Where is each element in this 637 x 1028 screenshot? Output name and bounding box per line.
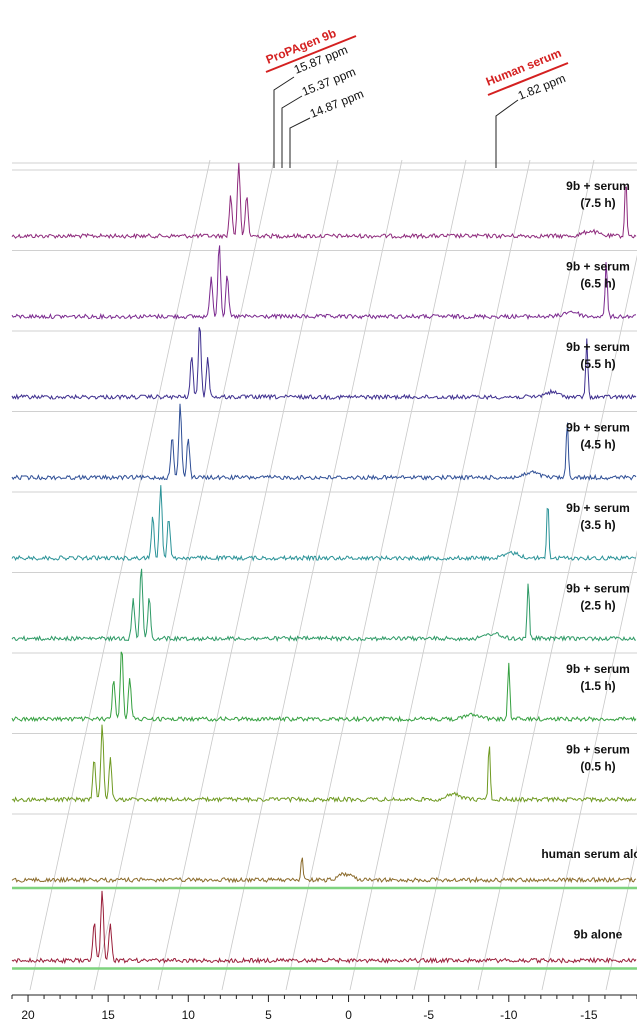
series-label: (3.5 h) <box>580 518 615 532</box>
spectrum-trace <box>11 245 637 321</box>
peak-leader-line <box>289 117 311 168</box>
oblique-grid-lines <box>29 159 637 991</box>
group-underline <box>265 35 357 73</box>
grid-line <box>541 550 637 991</box>
x-tick-label: 0 <box>345 1008 352 1022</box>
x-tick-label: -5 <box>423 1008 434 1022</box>
series-label: (0.5 h) <box>580 760 615 774</box>
x-axis: 20 15 10 5 0 -5 -10 -15 <box>11 994 637 1022</box>
grid-line <box>413 159 595 991</box>
series-label: (5.5 h) <box>580 357 615 371</box>
x-tick-label: -15 <box>580 1008 598 1022</box>
series-label: 9b + serum <box>566 743 630 757</box>
grid-line <box>285 159 467 991</box>
series-label: (4.5 h) <box>580 438 615 452</box>
spectrum-trace <box>11 162 637 240</box>
x-tick-label: 5 <box>265 1008 272 1022</box>
peak-leader-line <box>281 95 303 168</box>
spectrum-trace <box>11 890 637 965</box>
series-label: 9b + serum <box>566 260 630 274</box>
x-tick-label: -10 <box>500 1008 518 1022</box>
series-label: (2.5 h) <box>580 599 615 613</box>
peak-leader-line <box>495 99 519 168</box>
series-label: (7.5 h) <box>580 196 615 210</box>
peak-leader-line <box>273 76 295 168</box>
spectrum-trace <box>11 327 637 401</box>
grid-line <box>605 845 637 991</box>
x-tick-label: 10 <box>182 1008 196 1022</box>
spectrum-trace <box>11 485 637 562</box>
spectrum-trace <box>11 403 637 481</box>
series-label: 9b + serum <box>566 179 630 193</box>
series-labels: 9b + serum (7.5 h) 9b + serum (6.5 h) 9b + s… <box>541 179 637 942</box>
spectra-traces <box>11 162 637 965</box>
x-tick-label: 20 <box>21 1008 35 1022</box>
series-label: 9b + serum <box>566 340 630 354</box>
grid-line <box>221 159 403 991</box>
grid-line <box>477 254 637 991</box>
series-label: (1.5 h) <box>580 679 615 693</box>
series-label: human serum alone <box>541 847 637 861</box>
spectrum-trace <box>11 651 637 723</box>
series-label: 9b + serum <box>566 421 630 435</box>
grid-line <box>93 159 275 991</box>
grid-line <box>157 159 339 991</box>
series-label: (6.5 h) <box>580 277 615 291</box>
series-label: 9b alone <box>574 928 623 942</box>
series-label: 9b + serum <box>566 662 630 676</box>
grid-line <box>349 159 531 991</box>
grid-line <box>29 159 211 991</box>
spectrum-trace <box>11 568 637 643</box>
x-tick-label: 15 <box>101 1008 115 1022</box>
spectrum-trace <box>11 724 637 804</box>
peak-label: 1.82 ppm <box>516 71 568 103</box>
series-label: 9b + serum <box>566 582 630 596</box>
series-label: 9b + serum <box>566 501 630 515</box>
spectrum-trace <box>11 857 637 884</box>
spectrum-baselines <box>12 162 637 970</box>
group-underline <box>487 62 569 96</box>
